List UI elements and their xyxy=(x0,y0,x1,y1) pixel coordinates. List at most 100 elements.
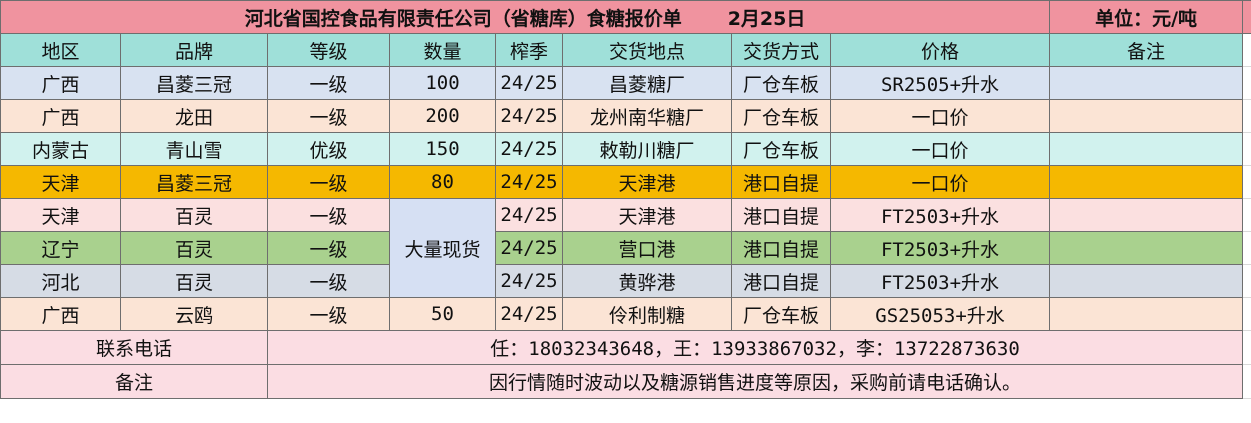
cell-note[interactable] xyxy=(1049,198,1244,232)
cell-quantity[interactable]: 150 xyxy=(389,132,496,166)
cell-note[interactable] xyxy=(1049,99,1244,133)
cell-grade[interactable]: 优级 xyxy=(267,132,390,166)
col-header-quantity[interactable]: 数量 xyxy=(389,33,496,67)
cell-delivery-place[interactable]: 龙州南华糖厂 xyxy=(562,99,732,133)
col-header-season[interactable]: 榨季 xyxy=(495,33,563,67)
cell-price[interactable]: FT2503+升水 xyxy=(829,264,1051,298)
cell-delivery-place[interactable]: 黄骅港 xyxy=(562,264,732,298)
empty-cell[interactable] xyxy=(1242,264,1251,298)
cell-brand[interactable]: 百灵 xyxy=(120,198,268,232)
cell-quantity[interactable]: 50 xyxy=(389,297,496,331)
cell-season[interactable]: 24/25 xyxy=(495,198,563,232)
cell-delivery-mode[interactable]: 厂仓车板 xyxy=(731,297,831,331)
cell-brand[interactable]: 百灵 xyxy=(120,264,268,298)
col-header-price[interactable]: 价格 xyxy=(829,33,1051,67)
cell-brand[interactable]: 云鸥 xyxy=(120,297,268,331)
cell-season[interactable]: 24/25 xyxy=(495,264,563,298)
cell-brand[interactable]: 龙田 xyxy=(120,99,268,133)
cell-note[interactable] xyxy=(1049,264,1244,298)
cell-grade[interactable]: 一级 xyxy=(267,297,390,331)
cell-grade[interactable]: 一级 xyxy=(267,198,390,232)
col-header-note[interactable]: 备注 xyxy=(1049,33,1244,67)
col-header-delivery-mode[interactable]: 交货方式 xyxy=(731,33,831,67)
cell-note[interactable] xyxy=(1049,66,1244,100)
remark-label[interactable]: 备注 xyxy=(0,364,268,399)
cell-season[interactable]: 24/25 xyxy=(495,231,563,265)
cell-delivery-mode[interactable]: 厂仓车板 xyxy=(731,66,831,100)
contact-value[interactable]: 任：18032343648，王：13933867032，李：1372287363… xyxy=(266,330,1244,365)
unit-label[interactable]: 单位：元/吨 xyxy=(1049,0,1244,34)
cell-quantity[interactable]: 100 xyxy=(389,66,496,100)
cell-brand[interactable]: 百灵 xyxy=(120,231,268,265)
cell-delivery-place[interactable]: 敕勒川糖厂 xyxy=(562,132,732,166)
contact-label[interactable]: 联系电话 xyxy=(0,330,268,365)
col-header-region[interactable]: 地区 xyxy=(0,33,121,67)
cell-season[interactable]: 24/25 xyxy=(495,66,563,100)
title-tail-cell[interactable] xyxy=(1242,0,1251,34)
cell-region[interactable]: 河北 xyxy=(0,264,121,298)
cell-quantity-merged[interactable]: 大量现货 xyxy=(389,198,496,298)
empty-cell[interactable] xyxy=(1242,198,1251,232)
cell-delivery-mode[interactable]: 港口自提 xyxy=(731,198,831,232)
cell-season[interactable]: 24/25 xyxy=(495,132,563,166)
cell-price[interactable]: FT2503+升水 xyxy=(829,198,1051,232)
empty-cell[interactable] xyxy=(1242,33,1251,67)
cell-region[interactable]: 广西 xyxy=(0,66,121,100)
cell-note[interactable] xyxy=(1049,231,1244,265)
cell-delivery-place[interactable]: 伶利制糖 xyxy=(562,297,732,331)
cell-season[interactable]: 24/25 xyxy=(495,297,563,331)
cell-region[interactable]: 广西 xyxy=(0,99,121,133)
cell-region[interactable]: 天津 xyxy=(0,165,121,199)
cell-grade[interactable]: 一级 xyxy=(267,99,390,133)
cell-brand[interactable]: 昌菱三冠 xyxy=(120,66,268,100)
cell-price[interactable]: 一口价 xyxy=(829,132,1051,166)
cell-quantity[interactable]: 80 xyxy=(389,165,496,199)
cell-grade[interactable]: 一级 xyxy=(267,165,390,199)
empty-cell[interactable] xyxy=(1242,364,1251,399)
cell-region[interactable]: 天津 xyxy=(0,198,121,232)
cell-delivery-mode[interactable]: 港口自提 xyxy=(731,165,831,199)
table-row: 天津 百灵 一级 大量现货 24/25 天津港 港口自提 FT2503+升水 xyxy=(0,198,1251,298)
cell-season[interactable]: 24/25 xyxy=(495,99,563,133)
cell-delivery-mode[interactable]: 港口自提 xyxy=(731,264,831,298)
header-row: 地区 品牌 等级 数量 榨季 交货地点 交货方式 价格 备注 xyxy=(0,33,1251,67)
empty-cell[interactable] xyxy=(1242,330,1251,365)
col-header-brand[interactable]: 品牌 xyxy=(120,33,268,67)
cell-brand[interactable]: 昌菱三冠 xyxy=(120,165,268,199)
col-header-grade[interactable]: 等级 xyxy=(267,33,390,67)
title-text: 河北省国控食品有限责任公司（省糖库）食糖报价单 xyxy=(244,7,682,30)
cell-grade[interactable]: 一级 xyxy=(267,264,390,298)
col-header-delivery-place[interactable]: 交货地点 xyxy=(562,33,732,67)
empty-cell[interactable] xyxy=(1242,231,1251,265)
cell-note[interactable] xyxy=(1049,165,1244,199)
cell-note[interactable] xyxy=(1049,297,1244,331)
empty-cell[interactable] xyxy=(1242,132,1251,166)
cell-delivery-place[interactable]: 昌菱糖厂 xyxy=(562,66,732,100)
cell-price[interactable]: 一口价 xyxy=(829,99,1051,133)
cell-delivery-mode[interactable]: 厂仓车板 xyxy=(731,99,831,133)
empty-cell[interactable] xyxy=(1242,165,1251,199)
cell-region[interactable]: 辽宁 xyxy=(0,231,121,265)
cell-region[interactable]: 广西 xyxy=(0,297,121,331)
cell-season[interactable]: 24/25 xyxy=(495,165,563,199)
cell-brand[interactable]: 青山雪 xyxy=(120,132,268,166)
cell-grade[interactable]: 一级 xyxy=(267,231,390,265)
cell-price[interactable]: GS25053+升水 xyxy=(829,297,1051,331)
cell-price[interactable]: FT2503+升水 xyxy=(829,231,1051,265)
cell-delivery-place[interactable]: 天津港 xyxy=(562,198,732,232)
cell-quantity[interactable]: 200 xyxy=(389,99,496,133)
cell-delivery-place[interactable]: 营口港 xyxy=(562,231,732,265)
empty-cell[interactable] xyxy=(1242,297,1251,331)
cell-price[interactable]: SR2505+升水 xyxy=(829,66,1051,100)
cell-region[interactable]: 内蒙古 xyxy=(0,132,121,166)
cell-delivery-mode[interactable]: 港口自提 xyxy=(731,231,831,265)
sheet-title[interactable]: 河北省国控食品有限责任公司（省糖库）食糖报价单 2月25日 xyxy=(0,0,1051,34)
cell-delivery-place[interactable]: 天津港 xyxy=(562,165,732,199)
cell-grade[interactable]: 一级 xyxy=(267,66,390,100)
empty-cell[interactable] xyxy=(1242,99,1251,133)
remark-value[interactable]: 因行情随时波动以及糖源销售进度等原因，采购前请电话确认。 xyxy=(266,364,1244,399)
empty-cell[interactable] xyxy=(1242,66,1251,100)
cell-delivery-mode[interactable]: 厂仓车板 xyxy=(731,132,831,166)
cell-note[interactable] xyxy=(1049,132,1244,166)
cell-price[interactable]: 一口价 xyxy=(829,165,1051,199)
